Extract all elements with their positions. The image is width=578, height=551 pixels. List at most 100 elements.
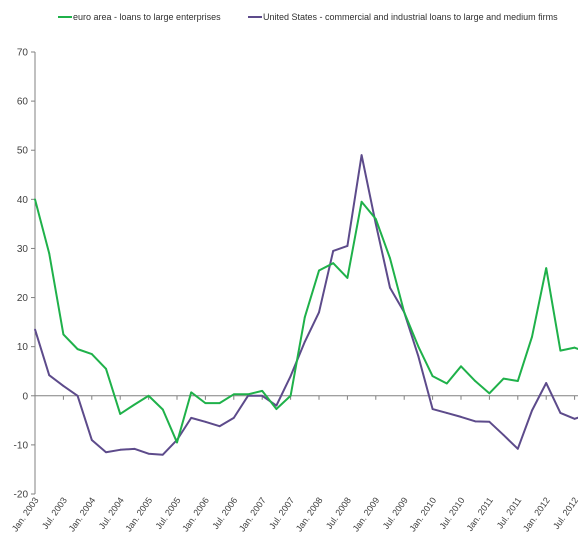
y-tick-label: 40 [17, 195, 29, 206]
data-point-euro-area [545, 267, 548, 269]
data-point-euro-area [360, 200, 363, 203]
data-point-united-states [417, 355, 420, 358]
data-point-united-states [289, 375, 292, 378]
data-point-euro-area [403, 311, 406, 314]
data-point-united-states [105, 451, 107, 454]
data-point-euro-area [303, 316, 306, 319]
x-tick-label: Jan. 2011 [465, 495, 495, 533]
data-point-united-states [488, 420, 491, 423]
x-tick-label: Jan. 2010 [407, 495, 438, 533]
data-point-euro-area [332, 262, 335, 265]
series-layer [34, 154, 578, 456]
data-point-united-states [34, 328, 36, 331]
data-point-united-states [48, 374, 51, 377]
data-point-united-states [431, 408, 434, 410]
data-point-united-states [90, 439, 93, 441]
legend-label-euro-area: euro area - loans to large enterprises [73, 12, 221, 22]
data-point-united-states [545, 382, 548, 384]
data-point-united-states [460, 416, 462, 418]
data-point-euro-area [34, 198, 36, 201]
x-tick-label: Jan. 2009 [351, 495, 382, 533]
data-point-euro-area [90, 353, 93, 355]
data-point-euro-area [275, 408, 278, 410]
series-line-united-states [34, 154, 578, 456]
y-tick-label: -20 [14, 490, 29, 501]
data-point-euro-area [161, 408, 164, 411]
data-point-euro-area [531, 335, 533, 338]
data-point-euro-area [204, 402, 207, 405]
data-point-united-states [190, 416, 193, 419]
data-point-united-states [559, 412, 562, 414]
x-tick-label: Jul. 2010 [437, 495, 466, 531]
legend-label-united-states: United States - commercial and industria… [263, 12, 558, 22]
x-tick-label: Jul. 2008 [324, 495, 353, 531]
data-point-united-states [445, 412, 448, 414]
data-point-united-states [62, 385, 65, 387]
y-axis-ticks: -20 -10 0 10 20 30 40 50 60 70 [14, 48, 35, 501]
data-point-euro-area [76, 348, 79, 351]
data-point-united-states [76, 394, 79, 397]
data-point-united-states [318, 311, 320, 314]
data-point-euro-area [289, 394, 292, 397]
data-point-united-states [232, 416, 235, 419]
data-point-united-states [332, 250, 335, 252]
data-point-euro-area [318, 269, 320, 272]
x-tick-label: Jul. 2012 [551, 495, 578, 531]
data-point-united-states [218, 425, 221, 428]
data-point-united-states [119, 448, 122, 451]
y-tick-label: 60 [17, 97, 29, 108]
legend: euro area - loans to large enterprises U… [58, 12, 558, 22]
x-tick-label: Jul. 2003 [40, 495, 69, 531]
data-point-euro-area [48, 252, 51, 255]
x-tick-label: Jul. 2009 [381, 495, 410, 531]
x-tick-label: Jul. 2011 [495, 495, 524, 530]
data-point-united-states [261, 394, 264, 397]
data-point-euro-area [346, 277, 349, 279]
y-tick-label: -10 [14, 440, 29, 451]
data-point-united-states [374, 222, 377, 225]
data-point-euro-area [261, 389, 264, 392]
data-point-euro-area [474, 380, 477, 382]
data-point-euro-area [417, 345, 420, 348]
data-point-euro-area [176, 441, 178, 444]
data-point-united-states [389, 286, 391, 289]
x-tick-label: Jul. 2006 [210, 495, 239, 531]
data-point-united-states [516, 447, 519, 450]
data-point-euro-area [502, 377, 505, 380]
data-point-united-states [275, 404, 278, 407]
x-tick-label: Jan. 2003 [10, 495, 41, 533]
data-point-euro-area [488, 392, 491, 395]
data-point-euro-area [190, 391, 193, 394]
y-tick-label: 50 [17, 146, 29, 157]
y-tick-label: 70 [17, 48, 29, 59]
x-tick-label: Jul. 2004 [97, 495, 126, 531]
data-point-united-states [346, 245, 349, 247]
data-point-united-states [474, 420, 477, 423]
y-tick-label: 30 [17, 244, 29, 255]
data-point-united-states [502, 434, 505, 436]
x-tick-label: Jul. 2005 [153, 495, 182, 531]
data-point-euro-area [431, 375, 434, 378]
data-point-euro-area [389, 257, 391, 260]
x-tick-label: Jan. 2005 [123, 495, 154, 533]
series-line-euro-area [34, 199, 578, 444]
x-tick-label: Jan. 2004 [67, 495, 98, 533]
data-point-united-states [204, 420, 207, 423]
data-point-euro-area [119, 413, 122, 415]
y-tick-label: 10 [17, 342, 29, 353]
data-point-euro-area [218, 402, 221, 405]
data-point-united-states [531, 409, 533, 412]
data-point-euro-area [460, 365, 462, 368]
data-point-euro-area [445, 382, 448, 385]
data-point-euro-area [247, 393, 249, 396]
x-tick-label: Jan. 2012 [521, 495, 552, 533]
data-point-united-states [573, 417, 576, 420]
x-tick-label: Jul. 2007 [267, 495, 296, 531]
data-point-united-states [303, 340, 306, 343]
data-point-united-states [360, 154, 363, 157]
x-tick-label: Jan. 2008 [294, 495, 325, 533]
data-point-euro-area [559, 349, 562, 352]
y-tick-label: 0 [22, 391, 28, 402]
